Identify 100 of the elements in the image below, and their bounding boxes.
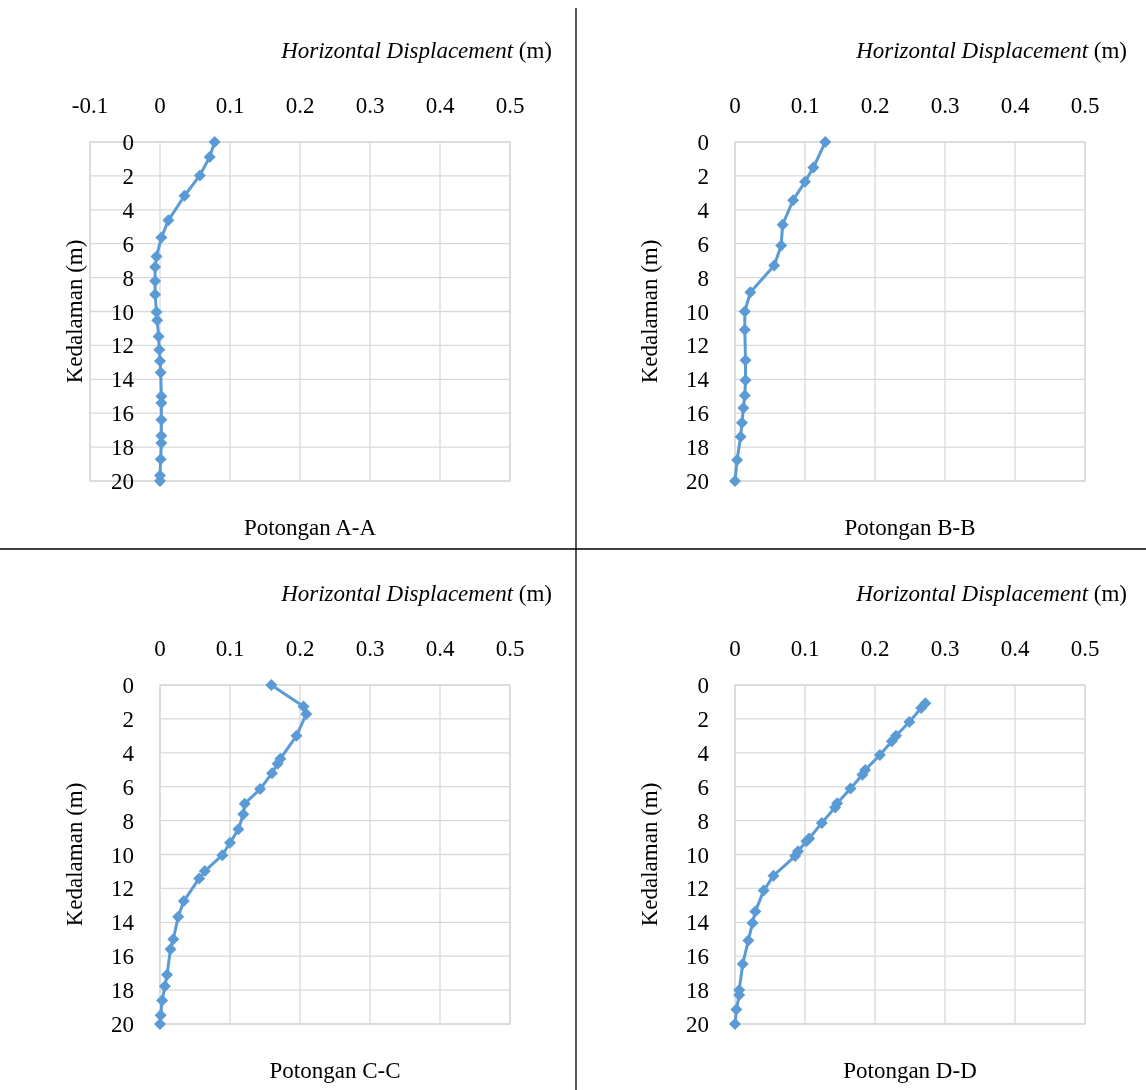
text: Potongan C-C bbox=[269, 1058, 401, 1083]
point bbox=[155, 231, 168, 244]
point bbox=[149, 260, 162, 273]
point bbox=[729, 1018, 741, 1030]
point bbox=[156, 994, 169, 1007]
y-tick-label: 0 bbox=[697, 130, 709, 155]
y-tick-label: 8 bbox=[697, 808, 709, 834]
x-tick-label: 0.4 bbox=[1000, 636, 1030, 661]
point bbox=[152, 330, 165, 343]
point bbox=[198, 865, 211, 878]
y-tick-label: 16 bbox=[686, 401, 709, 427]
x-axis-title: Horizontal Displacement (m) bbox=[855, 38, 1127, 63]
y-tick-label: 8 bbox=[122, 808, 134, 834]
y-tick-label: 18 bbox=[686, 435, 709, 461]
y-tick-label: 0 bbox=[122, 673, 134, 698]
point bbox=[237, 808, 250, 821]
y-tick-label: 18 bbox=[686, 978, 709, 1004]
point bbox=[151, 314, 164, 327]
point bbox=[149, 288, 162, 301]
x-tick-label: 0 bbox=[154, 636, 166, 661]
point bbox=[768, 259, 781, 272]
x-tick-label: 0.5 bbox=[495, 636, 525, 661]
point bbox=[161, 968, 173, 981]
y-tick-label: 16 bbox=[686, 944, 709, 970]
y-tick-label: 4 bbox=[122, 197, 135, 223]
point bbox=[731, 453, 744, 466]
y-tick-label: 4 bbox=[697, 740, 710, 766]
y-tick-label: 4 bbox=[697, 197, 710, 223]
x-tick-label: 0.3 bbox=[930, 93, 960, 118]
point bbox=[815, 816, 828, 829]
x-tick-label: 0.2 bbox=[860, 93, 890, 118]
y-axis-title: Kedalaman (m) bbox=[637, 782, 662, 927]
x-tick-label: 0 bbox=[729, 93, 741, 118]
point bbox=[154, 1018, 166, 1030]
point bbox=[154, 366, 167, 379]
text: Potongan D-D bbox=[843, 1058, 977, 1083]
y-tick-label: 14 bbox=[111, 367, 135, 393]
y-tick-label: 14 bbox=[686, 910, 710, 936]
point bbox=[232, 823, 245, 836]
x-tick-label: 0.4 bbox=[425, 93, 455, 118]
x-tick-label: 0 bbox=[154, 93, 166, 118]
point bbox=[734, 430, 747, 443]
x-tick-label: 0.2 bbox=[285, 93, 315, 118]
x-tick-label: 0.1 bbox=[215, 93, 245, 118]
text: Potongan B-B bbox=[844, 515, 976, 540]
y-tick-label: 14 bbox=[111, 910, 135, 936]
y-tick-label: 8 bbox=[697, 265, 709, 291]
y-tick-label: 14 bbox=[686, 367, 710, 393]
point bbox=[203, 150, 216, 163]
point bbox=[799, 175, 811, 188]
x-tick-label: -0.1 bbox=[71, 93, 109, 118]
point bbox=[787, 194, 800, 207]
x-tick-label: 0.1 bbox=[790, 93, 820, 118]
y-tick-label: 20 bbox=[686, 1012, 709, 1037]
point bbox=[885, 735, 898, 748]
point bbox=[776, 218, 789, 231]
point bbox=[162, 214, 175, 227]
y-tick-label: 4 bbox=[122, 740, 135, 766]
x-tick-label: 0.5 bbox=[1070, 93, 1100, 118]
point bbox=[193, 169, 206, 182]
point bbox=[238, 797, 251, 810]
y-tick-label: 12 bbox=[111, 876, 134, 902]
y-tick-label: 20 bbox=[111, 1012, 134, 1037]
point bbox=[736, 958, 749, 970]
x-tick-label: 0.3 bbox=[930, 636, 960, 661]
point bbox=[254, 783, 267, 796]
point bbox=[775, 239, 788, 252]
point bbox=[216, 849, 229, 862]
y-axis-title: Kedalaman (m) bbox=[62, 782, 87, 927]
y-tick-label: 10 bbox=[686, 299, 709, 325]
point bbox=[167, 933, 180, 946]
point bbox=[819, 136, 832, 148]
point bbox=[729, 475, 741, 487]
y-tick-label: 18 bbox=[111, 435, 134, 461]
y-tick-label: 20 bbox=[111, 469, 134, 494]
y-tick-label: 10 bbox=[111, 842, 134, 868]
point bbox=[903, 715, 916, 728]
point bbox=[164, 943, 177, 956]
x-tick-label: 0.4 bbox=[1000, 93, 1030, 118]
x-tick-label: 0.1 bbox=[215, 636, 245, 661]
point bbox=[807, 161, 820, 174]
x-axis-title: Horizontal Displacement (m) bbox=[280, 38, 552, 63]
y-tick-label: 10 bbox=[686, 842, 709, 868]
point bbox=[737, 401, 750, 414]
point bbox=[873, 749, 886, 761]
point bbox=[150, 250, 163, 263]
y-tick-label: 6 bbox=[122, 231, 134, 257]
text: Potongan A-A bbox=[243, 515, 377, 540]
y-tick-label: 6 bbox=[697, 231, 709, 257]
point bbox=[224, 836, 236, 849]
point bbox=[265, 679, 278, 691]
y-tick-label: 0 bbox=[697, 673, 709, 698]
x-tick-label: 0.3 bbox=[355, 636, 385, 661]
x-tick-label: 0 bbox=[729, 636, 741, 661]
point bbox=[742, 934, 755, 947]
point bbox=[177, 895, 190, 908]
y-tick-label: 2 bbox=[122, 163, 134, 189]
y-tick-label: 12 bbox=[686, 333, 709, 359]
y-tick-label: 2 bbox=[697, 163, 709, 189]
point bbox=[266, 767, 278, 780]
